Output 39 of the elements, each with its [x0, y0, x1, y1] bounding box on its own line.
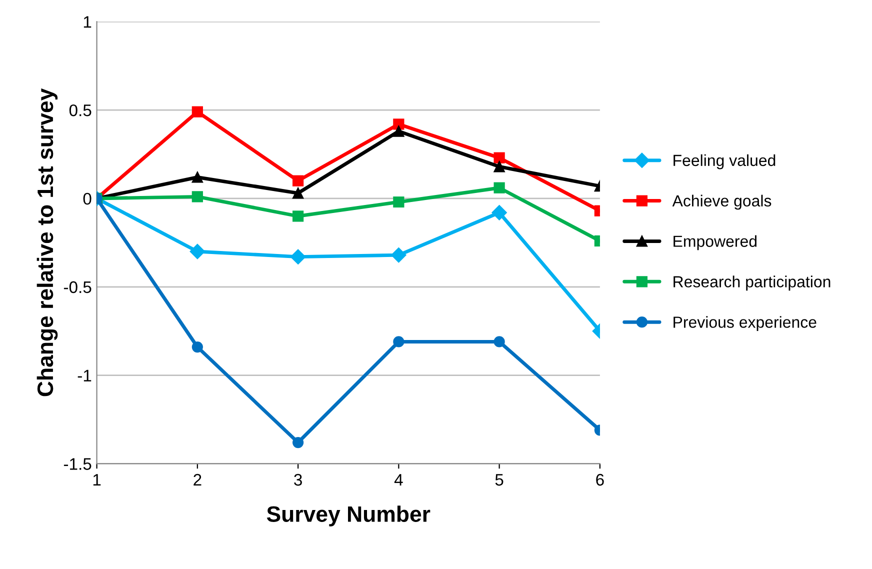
point: [492, 205, 507, 220]
x-tick-label: 3: [294, 474, 302, 486]
point: [190, 244, 205, 260]
x-tick-label: 6: [596, 474, 604, 486]
point: [494, 182, 505, 194]
point: [290, 249, 306, 264]
point: [393, 196, 404, 208]
y-tick-label: 0: [83, 192, 92, 205]
x-tick-label: 2: [194, 474, 202, 486]
y-tick-label: -0.5: [64, 281, 92, 294]
legend-label: Empowered: [674, 235, 756, 250]
point: [494, 336, 505, 348]
legend-label: Feeling valued: [674, 154, 776, 170]
point: [494, 152, 505, 164]
y-axis-title: Change relative to 1st survey: [36, 88, 58, 396]
y-tick-label: 1: [84, 16, 92, 28]
legend-label: Previous experience: [674, 316, 816, 332]
point: [292, 175, 304, 186]
legend-label: Achieve goals: [672, 194, 772, 210]
point: [192, 106, 203, 118]
y-tick-label: 0.5: [69, 104, 92, 116]
y-tick-label: -1.5: [64, 458, 92, 470]
point: [192, 191, 203, 202]
x-tick-label: 1: [93, 474, 101, 486]
point: [391, 247, 406, 263]
legend-label: Research participation: [674, 276, 830, 291]
x-tick-label: 5: [495, 474, 504, 486]
point: [393, 336, 404, 348]
point: [292, 210, 304, 222]
x-tick-label: 4: [394, 474, 403, 486]
y-tick-label: -1: [78, 370, 92, 382]
point: [292, 436, 304, 448]
point: [393, 126, 404, 137]
point: [192, 172, 203, 183]
point: [494, 161, 505, 172]
point: [192, 341, 203, 353]
point: [393, 118, 404, 130]
x-axis-title: Survey Number: [266, 506, 430, 526]
point: [292, 188, 304, 199]
